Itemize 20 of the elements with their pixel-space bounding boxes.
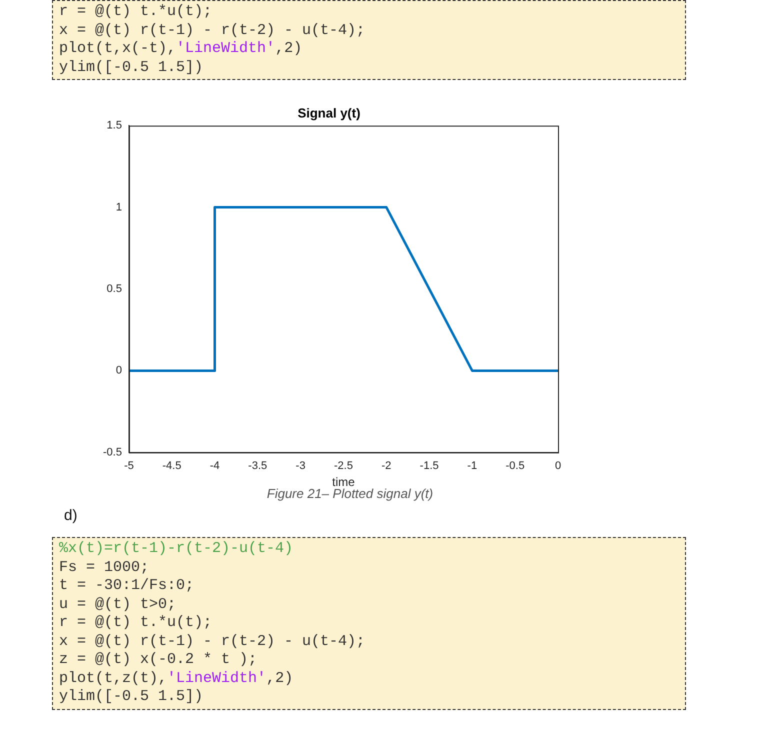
chart-title: Signal y(t) — [298, 105, 360, 120]
x-tick-label: 0 — [554, 460, 562, 472]
y-tick-label: 1.5 — [106, 120, 122, 132]
x-tick-label: -0.5 — [506, 460, 525, 472]
y-tick-label: -0.5 — [102, 446, 122, 458]
x-tick-label: -2.5 — [334, 460, 353, 472]
x-tick-label: -1.5 — [420, 460, 439, 472]
y-tick-label: 0.5 — [106, 283, 122, 296]
text: d) — [64, 507, 78, 524]
x-tick-label: -5 — [124, 460, 134, 472]
x-tick-label: -1 — [467, 460, 478, 472]
x-tick-label: -4 — [210, 460, 220, 472]
text: r = @(t) t.*u(t); x = @(t) r(t-1) - r(t-2) - u(t-4); plot(t,x(-t),'LineWidth',2) ylim([-0.5 1.5]) — [59, 3, 366, 76]
x-tick-label: -2 — [381, 460, 392, 472]
x-tick-label: -3.5 — [248, 460, 268, 472]
y-tick-label: 1 — [116, 201, 122, 214]
x-tick-label: -4.5 — [162, 460, 182, 472]
y-tick-label: 0 — [116, 364, 122, 377]
text: %x(t)=r(t-1)-r(t-2)-u(t-4) Fs = 1000; t = -30:1/Fs:0; u = @(t) t>0; r = @(t) t.*u(t); x = @(t) r(t-1) - r(t-2) - u(t-4); z = @(t) x(-0.2 * t ); plot(t,z(t),'LineWidth',2) ylim([-0.5 1.5]) — [59, 540, 366, 705]
x-tick-label: -3 — [296, 460, 306, 472]
